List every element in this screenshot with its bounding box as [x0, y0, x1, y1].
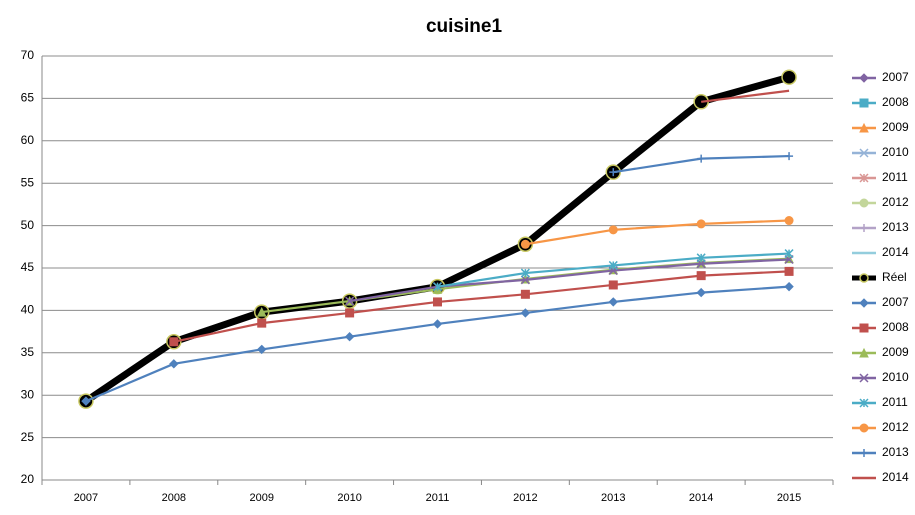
- marker: [784, 281, 794, 292]
- marker: [784, 266, 794, 276]
- y-tick-label: 25: [21, 430, 35, 444]
- marker: [432, 282, 443, 292]
- legend-label: 2010: [882, 370, 909, 384]
- y-tick-label: 35: [21, 345, 35, 359]
- marker: [785, 152, 794, 161]
- marker: [859, 398, 869, 408]
- x-tick-label: 2007: [74, 492, 98, 504]
- legend-label: 2012: [882, 420, 909, 434]
- marker: [859, 347, 869, 358]
- x-tick-label: 2008: [162, 492, 186, 504]
- x-tick-label: 2012: [513, 492, 537, 504]
- legend-label: 2012: [882, 195, 909, 209]
- marker: [169, 359, 179, 369]
- marker: [345, 308, 355, 318]
- marker: [697, 154, 706, 163]
- legend-label: 2013: [882, 445, 909, 459]
- marker: [696, 271, 706, 281]
- series-line: [173, 270, 790, 343]
- y-tick-label: 20: [21, 472, 35, 486]
- legend-label: 2007: [882, 70, 909, 84]
- marker: [859, 173, 869, 183]
- legend-label: 2009: [882, 120, 909, 134]
- marker: [859, 373, 869, 383]
- y-tick-label: 45: [21, 260, 35, 274]
- y-tick-label: 65: [21, 91, 35, 105]
- marker: [608, 297, 618, 307]
- marker: [169, 337, 179, 347]
- x-tick-label: 2010: [337, 492, 361, 504]
- marker: [256, 306, 267, 317]
- marker: [608, 260, 618, 270]
- marker: [859, 198, 869, 208]
- marker: [696, 287, 706, 298]
- legend-label: 2008: [882, 320, 909, 334]
- series-line: [349, 258, 790, 303]
- marker: [859, 122, 869, 133]
- marker: [696, 253, 706, 263]
- x-tick-label: 2015: [777, 492, 801, 504]
- legend-label: 2014: [882, 245, 909, 259]
- legend-label: 2013: [882, 220, 909, 234]
- x-tick-label: 2014: [689, 492, 713, 504]
- marker: [520, 275, 530, 285]
- x-tick-label: 2011: [426, 492, 450, 504]
- marker: [344, 331, 355, 342]
- legend-label: 2009: [882, 345, 909, 359]
- series-line: [85, 285, 438, 403]
- y-tick-label: 40: [21, 303, 35, 317]
- marker: [781, 69, 797, 85]
- chart-title: cuisine1: [426, 16, 502, 37]
- marker: [257, 344, 267, 355]
- marker: [609, 168, 618, 177]
- legend-label: 2007: [882, 295, 909, 309]
- y-tick-label: 60: [21, 133, 35, 147]
- series-line: [85, 100, 702, 403]
- marker: [859, 323, 869, 333]
- marker: [520, 308, 531, 318]
- marker: [520, 239, 530, 249]
- x-tick-label: 2013: [601, 492, 625, 504]
- marker: [432, 319, 443, 329]
- series-line: [701, 89, 790, 103]
- legend-label: 2011: [882, 170, 908, 184]
- marker: [859, 98, 869, 108]
- series-line: [85, 311, 263, 403]
- y-tick-label: 70: [21, 48, 35, 62]
- marker: [784, 249, 794, 259]
- legend-label: 2011: [882, 395, 908, 409]
- marker: [81, 396, 91, 406]
- marker: [520, 268, 530, 278]
- marker: [859, 73, 869, 83]
- marker: [859, 273, 869, 283]
- y-tick-label: 30: [21, 387, 35, 401]
- marker: [608, 280, 618, 290]
- legend-label: 2008: [882, 95, 909, 109]
- legend-label: Réel: [882, 270, 907, 284]
- series-line: [525, 219, 790, 246]
- marker: [696, 219, 706, 229]
- x-tick-label: 2009: [249, 492, 273, 504]
- marker: [257, 318, 267, 328]
- marker: [520, 289, 530, 299]
- marker: [859, 423, 869, 433]
- marker: [784, 216, 794, 226]
- y-tick-label: 50: [21, 218, 35, 232]
- marker: [859, 298, 869, 308]
- y-tick-label: 55: [21, 175, 35, 189]
- series-line: [85, 299, 350, 403]
- legend-label: 2014: [882, 470, 909, 484]
- marker: [433, 297, 442, 307]
- legend-label: 2010: [882, 145, 909, 159]
- marker: [859, 148, 869, 158]
- marker: [608, 225, 618, 235]
- marker: [860, 224, 868, 232]
- marker: [345, 296, 355, 306]
- marker: [860, 449, 868, 457]
